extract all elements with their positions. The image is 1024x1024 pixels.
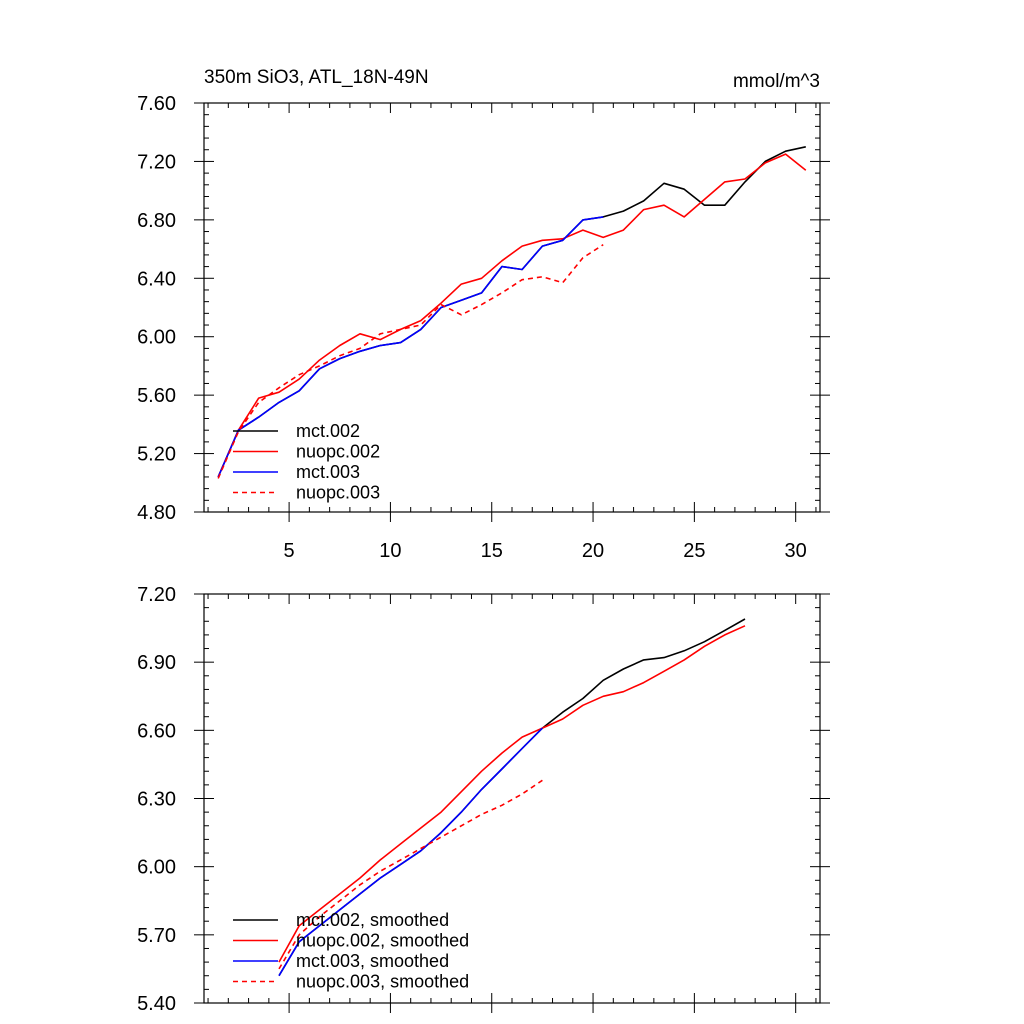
y-tick-label: 6.30 xyxy=(137,789,176,811)
y-tick-label: 5.70 xyxy=(137,925,176,947)
y-tick-label: 6.00 xyxy=(137,327,176,349)
legend-label: nuopc.003 xyxy=(296,483,380,503)
top-panel-raw: 5 10 15 20 25 30 4.80 5.20 5.60 6.00 6.40 6.80 7.20 7… xyxy=(137,93,830,562)
legend-label: mct.003 xyxy=(296,462,360,482)
series-line-1 xyxy=(278,625,746,963)
x-tick-label: 5 xyxy=(284,540,295,562)
series-line-2 xyxy=(217,216,604,478)
legend-label: nuopc.002, smoothed xyxy=(296,931,469,951)
chart-title: 350m SiO3, ATL_18N-49N xyxy=(204,67,429,88)
y-tick-label: 5.20 xyxy=(137,444,176,466)
x-tick-label: 15 xyxy=(481,540,503,562)
y-tick-label: 7.60 xyxy=(137,93,176,115)
y-tick-label: 5.60 xyxy=(137,385,176,407)
bottom-panel-smoothed: 5.40 5.70 6.00 6.30 6.60 6.90 7.20 mct.002, smo… xyxy=(137,584,830,1015)
y-tick-label: 5.40 xyxy=(137,993,176,1015)
y-tick-label: 4.80 xyxy=(137,502,176,524)
legend-label: mct.002, smoothed xyxy=(296,910,449,930)
x-tick-label: 20 xyxy=(582,540,604,562)
y-tick-label: 6.90 xyxy=(137,652,176,674)
x-tick-label: 10 xyxy=(379,540,401,562)
legend-label: mct.003, smoothed xyxy=(296,951,449,971)
series-line-1 xyxy=(217,153,807,478)
y-tick-label: 6.60 xyxy=(137,720,176,742)
y-tick-label: 7.20 xyxy=(137,584,176,606)
legend-label: mct.002 xyxy=(296,421,360,441)
legend-label: nuopc.002 xyxy=(296,442,380,462)
legend-label: nuopc.003, smoothed xyxy=(296,972,469,992)
y-tick-label: 6.00 xyxy=(137,857,176,879)
series-line-2 xyxy=(278,727,543,977)
series-line-3 xyxy=(217,244,604,479)
y-tick-label: 6.80 xyxy=(137,210,176,232)
x-tick-label: 25 xyxy=(683,540,705,562)
chart-units: mmol/m^3 xyxy=(733,71,820,92)
x-tick-label: 30 xyxy=(785,540,807,562)
y-tick-label: 7.20 xyxy=(137,151,176,173)
y-tick-label: 6.40 xyxy=(137,268,176,290)
